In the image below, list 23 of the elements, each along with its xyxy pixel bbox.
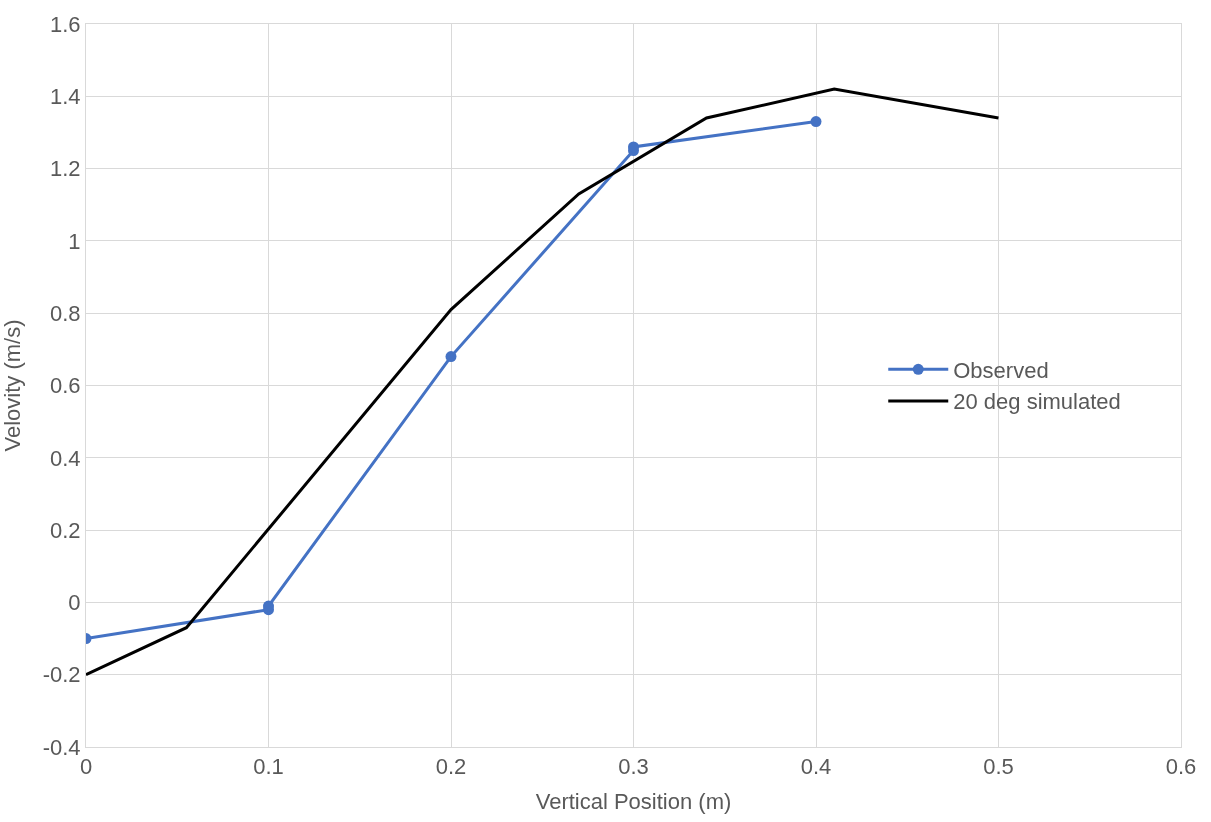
x-axis-title: Vertical Position (m) — [535, 789, 732, 815]
x-tick-label: 0.1 — [253, 754, 284, 780]
point — [445, 351, 457, 363]
y-tick-label: 1.6 — [50, 11, 81, 37]
y-tick-label: 0 — [68, 590, 81, 616]
y-tick-label: 0.8 — [50, 300, 81, 326]
point — [810, 116, 822, 128]
y-tick-label: 1.4 — [50, 84, 81, 109]
legend-label: 20 deg simulated — [953, 389, 1121, 415]
y-tick-label: 0.4 — [50, 445, 81, 471]
y-tick-label: 1.2 — [50, 156, 81, 182]
x-tick-label: 0.3 — [618, 754, 649, 780]
x-tick-label: 0.4 — [800, 754, 832, 780]
y-tick-label: -0.2 — [42, 662, 81, 688]
y-tick-label: 0.6 — [50, 373, 81, 399]
x-tick-label: 0.5 — [983, 754, 1014, 780]
y-axis-title: Velovity (m/s) — [0, 319, 26, 452]
y-tick-label: -0.4 — [42, 734, 81, 760]
legend-label: Observed — [953, 357, 1049, 383]
x-tick-label: 0.6 — [1165, 754, 1197, 780]
y-tick-label: 1 — [68, 228, 81, 254]
y-tick-label: 0.2 — [50, 517, 81, 543]
x-tick-label: 0.2 — [435, 754, 467, 780]
